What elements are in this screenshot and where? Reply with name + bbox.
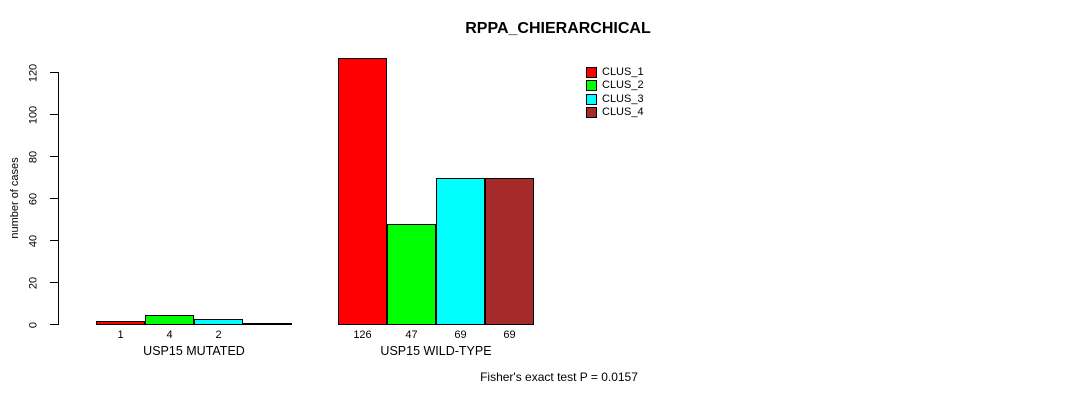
y-axis-tick-label: 0 <box>27 321 40 328</box>
y-axis-tick <box>50 114 58 115</box>
y-axis-tick-label: 100 <box>27 105 40 124</box>
y-axis-tick <box>50 72 58 73</box>
bar-clus_3-group0 <box>194 319 243 325</box>
y-axis-tick-label: 40 <box>27 234 40 247</box>
bar-value-label: 2 <box>215 329 222 341</box>
legend-swatch-clus_3 <box>586 93 597 105</box>
bar-clus_2-group0 <box>145 315 194 325</box>
bar-clus_3-group1 <box>436 178 485 325</box>
legend-swatch-clus_1 <box>586 67 597 79</box>
legend: CLUS_1 CLUS_2 CLUS_3 CLUS_4 <box>586 66 644 119</box>
bar-clus_1-group1 <box>338 58 387 325</box>
legend-label: CLUS_1 <box>602 66 644 79</box>
pvalue-annotation: Fisher's exact test P = 0.0157 <box>480 370 638 384</box>
y-axis-tick <box>50 198 58 199</box>
legend-item: CLUS_2 <box>586 79 644 92</box>
bar-clus_2-group1 <box>387 224 436 325</box>
y-axis-tick-label: 80 <box>27 150 40 163</box>
bar-value-label: 69 <box>454 329 467 341</box>
legend-swatch-clus_4 <box>586 107 597 119</box>
group-label-mutated: USP15 MUTATED <box>143 344 245 358</box>
bar-value-label: 1 <box>117 329 124 341</box>
legend-swatch-clus_2 <box>586 80 597 92</box>
bar-clus_1-group0 <box>96 321 145 325</box>
y-axis-tick-label: 20 <box>27 276 40 289</box>
bar-clus_4-group1 <box>485 178 534 325</box>
legend-label: CLUS_2 <box>602 79 644 92</box>
bar-value-label: 4 <box>166 329 173 341</box>
y-axis-tick-label: 60 <box>27 192 40 205</box>
bar-value-label: 47 <box>405 329 418 341</box>
legend-item: CLUS_4 <box>586 106 644 119</box>
legend-item: CLUS_1 <box>586 66 644 79</box>
bar-clus_4-group0-zero <box>243 323 292 325</box>
bar-value-label: 126 <box>353 329 372 341</box>
legend-label: CLUS_4 <box>602 106 644 119</box>
bar-value-label: 69 <box>503 329 516 341</box>
y-axis-line <box>58 72 59 325</box>
chart-title: RPPA_CHIERARCHICAL <box>465 20 651 37</box>
y-axis-tick <box>50 240 58 241</box>
y-axis-tick-label: 120 <box>27 63 40 82</box>
y-axis-tick <box>50 282 58 283</box>
legend-label: CLUS_3 <box>602 92 644 105</box>
y-axis-tick <box>50 156 58 157</box>
group-label-wildtype: USP15 WILD-TYPE <box>380 344 492 358</box>
legend-item: CLUS_3 <box>586 93 644 106</box>
y-axis-tick <box>50 324 58 325</box>
